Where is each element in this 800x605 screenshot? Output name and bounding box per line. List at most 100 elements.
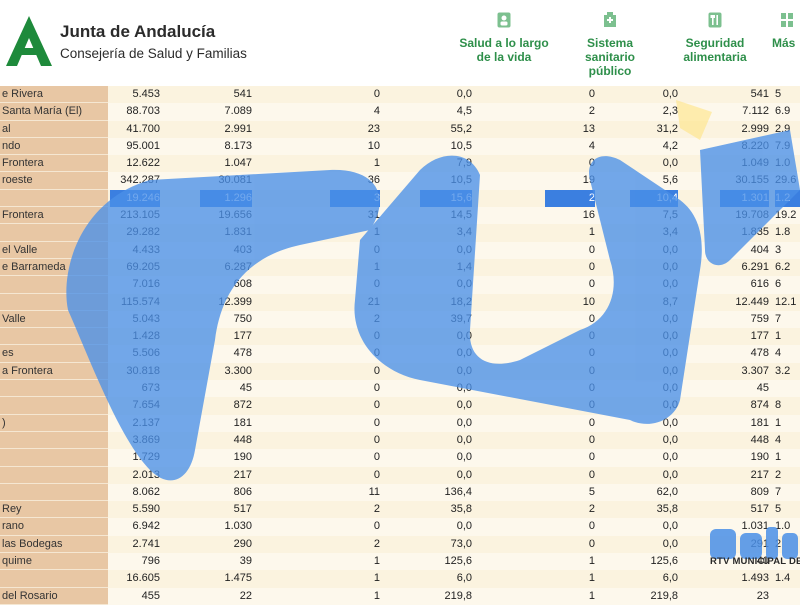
- table-cell: 0: [373, 278, 380, 291]
- table-cell: 0,0: [662, 347, 678, 360]
- municipality-name: Frontera: [0, 155, 108, 173]
- table-row[interactable]: 7.654 872 0 0,0 0 0,0 874 8: [0, 397, 800, 415]
- table-cell: 7: [775, 485, 782, 498]
- table-cell: 16: [582, 209, 595, 222]
- table-cell: 1.0: [775, 520, 791, 533]
- table-row[interactable]: del Rosario 455 22 1 219,8 1 219,8 23: [0, 587, 800, 605]
- table-row[interactable]: ) 2.137 181 0 0,0 0 0,0 181 1: [0, 414, 800, 432]
- table-cell: 36: [367, 174, 380, 187]
- municipality-name: [0, 276, 108, 294]
- table-row[interactable]: 1.428 177 0 0,0 0 0,0 177 1: [0, 328, 800, 346]
- table-cell: 0: [373, 330, 380, 343]
- table-row[interactable]: Valle 5.043 750 2 39,7 0 0,0 759 7: [0, 310, 800, 329]
- cutlery-icon: [708, 12, 722, 28]
- table-row[interactable]: es 5.506 478 0 0,0 0 0,0 478 4: [0, 345, 800, 363]
- table-row[interactable]: e Barrameda 69.205 6.287 1 1,4 0 0,0 6.291 6.2: [0, 258, 800, 277]
- table-cell: 190: [233, 451, 252, 464]
- municipality-name: [0, 380, 108, 398]
- table-row[interactable]: roeste 342.287 30.081 36 10,5 19 5,6 30.155 29.6: [0, 172, 800, 190]
- table-row[interactable]: 19.246 1.296 3 15,6 2 10,4 1.301 1.2: [0, 189, 800, 208]
- table-cell: 7.9: [775, 139, 791, 152]
- municipality-name: Frontera: [0, 207, 108, 225]
- table-cell: 448: [233, 433, 252, 446]
- table-row[interactable]: Frontera 213.105 19.656 31 14,5 16 7,5 19.708 19…: [0, 207, 800, 225]
- table-row[interactable]: 16.605 1.475 1 6,0 1 6,0 1.493 1.4: [0, 570, 800, 588]
- table-cell: 177: [750, 330, 769, 343]
- table-row[interactable]: quime 796 39 1 125,6 1 125,6 40: [0, 553, 800, 571]
- table-cell: 217: [750, 468, 769, 481]
- table-cell: 1.296: [200, 189, 252, 207]
- table-cell: 0,0: [662, 468, 678, 481]
- table-cell: 0,0: [662, 520, 678, 533]
- nav-salud[interactable]: Salud a lo largo de la vida: [458, 12, 550, 64]
- table-cell: 0,0: [662, 260, 678, 273]
- table-cell: 1: [373, 572, 380, 585]
- table-row[interactable]: al 41.700 2.991 23 55,2 13 31,2 2.999 2.9: [0, 120, 800, 138]
- municipality-name: [0, 189, 108, 208]
- municipality-name: a Frontera: [0, 362, 108, 381]
- table-cell: 0: [588, 520, 595, 533]
- table-cell: 2.999: [741, 122, 769, 135]
- nav-sistema[interactable]: Sistema sanitario público: [578, 12, 642, 78]
- table-cell: 0,0: [456, 451, 472, 464]
- table-cell: 0,0: [662, 278, 678, 291]
- junta-logo-icon[interactable]: [4, 14, 54, 68]
- table-cell: 1: [588, 572, 595, 585]
- table-row[interactable]: Rey 5.590 517 2 35,8 2 35,8 517 5: [0, 501, 800, 519]
- table-cell: 18,2: [450, 295, 472, 308]
- table-row[interactable]: 115.574 12.399 21 18,2 10 8,7 12.449 12.1: [0, 293, 800, 311]
- table-cell: 6,0: [662, 572, 678, 585]
- table-cell: 874: [750, 399, 769, 412]
- table-cell: 4,2: [662, 139, 678, 152]
- table-cell: 0,0: [662, 382, 678, 395]
- table-cell: 0,0: [662, 433, 678, 446]
- table-cell: 6,0: [456, 572, 472, 585]
- table-row[interactable]: ndo 95.001 8.173 10 10,5 4 4,2 8.220 7.9: [0, 137, 800, 156]
- table-row[interactable]: 7.016 608 0 0,0 0 0,0 616 6: [0, 276, 800, 294]
- table-cell: 10,5: [450, 174, 472, 187]
- table-cell: 0,0: [456, 520, 472, 533]
- table-cell: 3: [330, 189, 380, 207]
- table-cell: 1: [373, 226, 380, 239]
- table-cell: 95.001: [126, 139, 160, 152]
- watermark-caption: RTV MUNICIPAL DE CH: [710, 556, 800, 567]
- grid-icon: [781, 13, 793, 27]
- table-row[interactable]: a Frontera 30.818 3.300 0 0,0 0 0,0 3.307 3.2: [0, 362, 800, 381]
- table-row[interactable]: Frontera 12.622 1.047 1 7,9 0 0,0 1.049 1.0: [0, 155, 800, 173]
- table-row[interactable]: 29.282 1.831 1 3,4 1 3,4 1.835 1.8: [0, 224, 800, 242]
- table-cell: 0,0: [662, 537, 678, 550]
- table-cell: 5: [588, 485, 595, 498]
- table-cell: 62,0: [656, 485, 678, 498]
- table-cell: 4,5: [456, 105, 472, 118]
- table-row[interactable]: 8.062 806 11 136,4 5 62,0 809 7: [0, 483, 800, 502]
- table-cell: 0: [588, 88, 595, 100]
- table-cell: 1: [588, 226, 595, 239]
- municipality-name: [0, 293, 108, 311]
- table-row[interactable]: 2.013 217 0 0,0 0 0,0 217 2: [0, 466, 800, 484]
- table-cell: 219,8: [650, 589, 678, 602]
- brand-title[interactable]: Junta de Andalucía: [60, 22, 216, 41]
- table-row[interactable]: 673 45 0 0,0 0 0,0 45: [0, 380, 800, 398]
- table-row[interactable]: e Rivera 5.453 541 0 0,0 0 0,0 541 5: [0, 86, 800, 104]
- table-cell: 0,0: [662, 312, 678, 325]
- table-row[interactable]: 1.729 190 0 0,0 0 0,0 190 1: [0, 449, 800, 467]
- nav-seguridad[interactable]: Seguridad alimentaria: [678, 12, 752, 64]
- table-cell: 12.449: [735, 295, 769, 308]
- table-cell: 0: [373, 243, 380, 256]
- table-row[interactable]: el Valle 4.433 403 0 0,0 0 0,0 404 3: [0, 241, 800, 259]
- table-row[interactable]: Santa María (El) 88.703 7.089 4 4,5 2 2,3 7.112…: [0, 103, 800, 121]
- table-cell: 5,6: [662, 174, 678, 187]
- table-cell: 0: [373, 347, 380, 360]
- nav-mas[interactable]: Más: [772, 12, 800, 50]
- table-cell: 1: [588, 589, 595, 602]
- table-cell: 31,2: [656, 122, 678, 135]
- table-cell: 809: [750, 485, 769, 498]
- table-row[interactable]: 3.869 448 0 0,0 0 0,0 448 4: [0, 431, 800, 450]
- table-cell: 517: [750, 503, 769, 516]
- table-cell: 0,0: [456, 399, 472, 412]
- table-cell: 2: [775, 537, 782, 550]
- table-cell: 2.013: [132, 468, 160, 481]
- table-row[interactable]: rano 6.942 1.030 0 0,0 0 0,0 1.031 1.0: [0, 518, 800, 536]
- table-cell: 0: [373, 451, 380, 464]
